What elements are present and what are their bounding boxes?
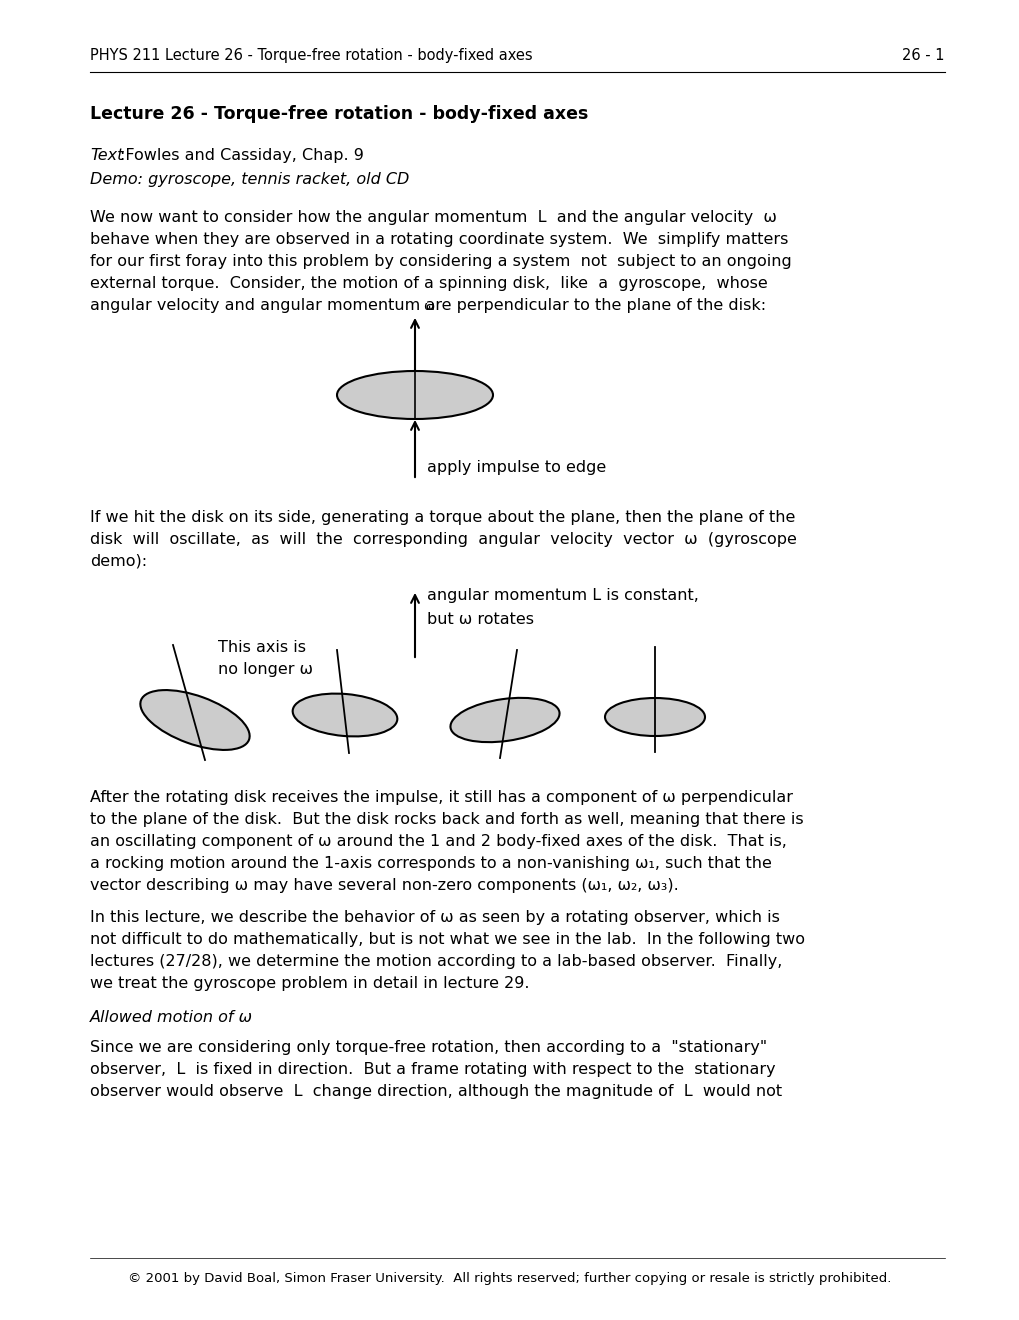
Text: If we hit the disk on its side, generating a torque about the plane, then the pl: If we hit the disk on its side, generati…	[90, 510, 795, 525]
Ellipse shape	[141, 690, 250, 750]
Text: behave when they are observed in a rotating coordinate system.  We  simplify mat: behave when they are observed in a rotat…	[90, 232, 788, 247]
Text: angular momentum L is constant,: angular momentum L is constant,	[427, 587, 698, 603]
Text: a rocking motion around the 1-axis corresponds to a non-vanishing ω₁, such that : a rocking motion around the 1-axis corre…	[90, 855, 771, 871]
Text: angular velocity and angular momentum are perpendicular to the plane of the disk: angular velocity and angular momentum ar…	[90, 298, 765, 313]
Text: observer,  L  is fixed in direction.  But a frame rotating with respect to the  : observer, L is fixed in direction. But a…	[90, 1063, 774, 1077]
Text: we treat the gyroscope problem in detail in lecture 29.: we treat the gyroscope problem in detail…	[90, 975, 529, 991]
Ellipse shape	[292, 693, 397, 737]
Text: vector describing ω may have several non-zero components (ω₁, ω₂, ω₃).: vector describing ω may have several non…	[90, 878, 678, 894]
Text: external torque.  Consider, the motion of a spinning disk,  like  a  gyroscope, : external torque. Consider, the motion of…	[90, 276, 767, 290]
Text: apply impulse to edge: apply impulse to edge	[427, 459, 605, 475]
Text: disk  will  oscillate,  as  will  the  corresponding  angular  velocity  vector : disk will oscillate, as will the corresp…	[90, 532, 796, 546]
Text: Demo: gyroscope, tennis racket, old CD: Demo: gyroscope, tennis racket, old CD	[90, 172, 409, 187]
Ellipse shape	[450, 698, 559, 742]
Text: Since we are considering only torque-free rotation, then according to a  "statio: Since we are considering only torque-fre…	[90, 1040, 766, 1055]
Text: 26 - 1: 26 - 1	[902, 48, 944, 63]
Text: to the plane of the disk.  But the disk rocks back and forth as well, meaning th: to the plane of the disk. But the disk r…	[90, 812, 803, 828]
Text: PHYS 211 Lecture 26 - Torque-free rotation - body-fixed axes: PHYS 211 Lecture 26 - Torque-free rotati…	[90, 48, 532, 63]
Text: but ω rotates: but ω rotates	[427, 612, 534, 627]
Text: demo):: demo):	[90, 554, 147, 569]
Text: ω: ω	[423, 300, 434, 313]
Text: for our first foray into this problem by considering a system  not  subject to a: for our first foray into this problem by…	[90, 253, 791, 269]
Text: lectures (27/28), we determine the motion according to a lab-based observer.  Fi: lectures (27/28), we determine the motio…	[90, 954, 782, 969]
Text: no longer ω: no longer ω	[218, 663, 313, 677]
Text: Lecture 26 - Torque-free rotation - body-fixed axes: Lecture 26 - Torque-free rotation - body…	[90, 106, 588, 123]
Text: an oscillating component of ω around the 1 and 2 body-fixed axes of the disk.  T: an oscillating component of ω around the…	[90, 834, 786, 849]
Text: In this lecture, we describe the behavior of ω as seen by a rotating observer, w: In this lecture, we describe the behavio…	[90, 909, 780, 925]
Text: not difficult to do mathematically, but is not what we see in the lab.  In the f: not difficult to do mathematically, but …	[90, 932, 804, 946]
Text: Allowed motion of ω: Allowed motion of ω	[90, 1010, 253, 1026]
Text: observer would observe  L  change direction, although the magnitude of  L  would: observer would observe L change directio…	[90, 1084, 782, 1100]
Text: © 2001 by David Boal, Simon Fraser University.  All rights reserved; further cop: © 2001 by David Boal, Simon Fraser Unive…	[128, 1272, 891, 1284]
Ellipse shape	[604, 698, 704, 737]
Text: Text: Text	[90, 148, 123, 162]
Text: We now want to consider how the angular momentum  L  and the angular velocity  ω: We now want to consider how the angular …	[90, 210, 776, 224]
Text: After the rotating disk receives the impulse, it still has a component of ω perp: After the rotating disk receives the imp…	[90, 789, 792, 805]
Text: :Fowles and Cassiday, Chap. 9: :Fowles and Cassiday, Chap. 9	[120, 148, 364, 162]
Text: This axis is: This axis is	[218, 640, 306, 655]
Ellipse shape	[336, 371, 492, 418]
